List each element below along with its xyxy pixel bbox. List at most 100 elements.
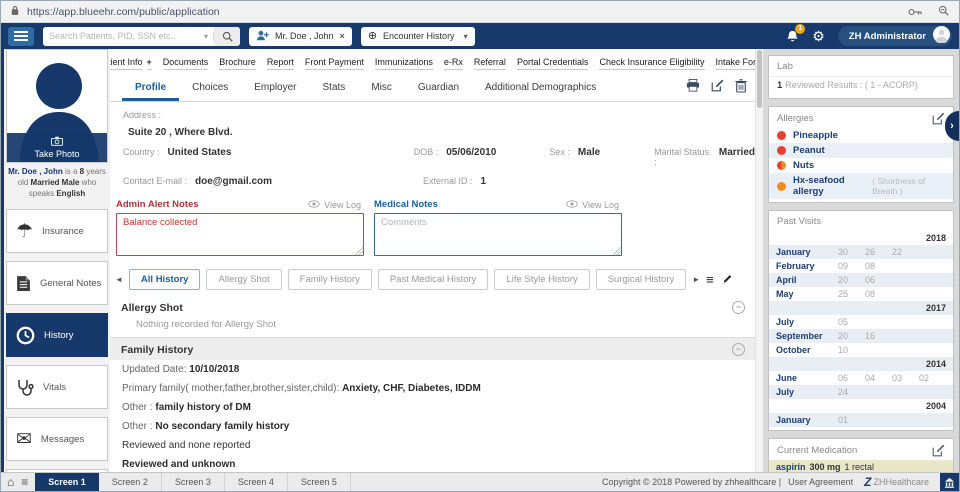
- screens-menu-icon[interactable]: ≡: [21, 475, 29, 489]
- visit-row[interactable]: September 20 16: [769, 329, 953, 343]
- family-history-updated: Updated Date: 10/10/2018: [122, 364, 240, 375]
- sidebar-item-general-notes[interactable]: General Notes: [6, 261, 108, 306]
- history-tab-all[interactable]: All History: [128, 269, 201, 290]
- scrollbar-thumb[interactable]: [757, 50, 762, 108]
- history-tab-allergy-shot[interactable]: Allergy Shot: [206, 269, 282, 290]
- nav-portal-credentials[interactable]: Portal Credentials: [516, 57, 589, 70]
- medication-item[interactable]: aspirin 300 mg 1 rectal: [769, 460, 953, 472]
- screen-tab-2[interactable]: Screen 2: [99, 473, 162, 491]
- demographics: Address : Suite 20 , Where Blvd. Country…: [110, 102, 755, 187]
- chevron-down-icon[interactable]: ▾: [199, 31, 215, 41]
- visit-row[interactable]: July 05: [776, 317, 849, 327]
- nav-check-insurance-eligibility[interactable]: Check Insurance Eligibility: [599, 57, 705, 70]
- dob-label: DOB :: [413, 147, 439, 157]
- visit-year: 2004: [925, 401, 946, 411]
- expand-sidebar-chevron[interactable]: ›: [945, 111, 959, 141]
- admin-alert-notes-textarea[interactable]: Balance collected: [116, 213, 364, 256]
- visit-row[interactable]: October 10: [776, 345, 849, 355]
- sidebar-item-label: Messages: [40, 433, 85, 445]
- sidebar-item-messages[interactable]: ✉ Messages: [6, 417, 108, 462]
- nav-intake-forms[interactable]: Intake Forms: [715, 57, 755, 70]
- address-value: Suite 20 , Where Blvd.: [128, 127, 233, 138]
- tab-misc[interactable]: Misc: [371, 82, 392, 93]
- sidebar-item-vitals[interactable]: Vitals: [6, 365, 108, 410]
- sidebar-item-insurance[interactable]: ☂ Insurance: [6, 209, 108, 254]
- edit-allergies-icon[interactable]: [932, 112, 945, 125]
- trash-icon[interactable]: [735, 78, 747, 98]
- screen-tab-3[interactable]: Screen 3: [162, 473, 225, 491]
- address-bar[interactable]: https://app.blueehr.com/public/applicati…: [27, 5, 220, 18]
- screen-tab-5[interactable]: Screen 5: [288, 473, 351, 491]
- envelope-icon: ✉: [16, 428, 32, 450]
- vertical-scrollbar[interactable]: [755, 49, 763, 472]
- nav-front-payment[interactable]: Front Payment: [304, 57, 364, 70]
- key-icon[interactable]: [908, 3, 922, 21]
- collapse-icon[interactable]: −: [732, 301, 745, 314]
- sidebar-item-partial[interactable]: [6, 469, 108, 472]
- medical-view-log-link[interactable]: View Log: [566, 200, 622, 210]
- admin-view-log-link[interactable]: View Log: [308, 200, 364, 210]
- footer-corner-button[interactable]: [940, 472, 959, 491]
- history-tab-life-style[interactable]: Life Style History: [494, 269, 590, 290]
- nav-documents[interactable]: Documents: [162, 57, 209, 70]
- history-tab-surgical[interactable]: Surgical History: [595, 269, 687, 290]
- tab-guardian[interactable]: Guardian: [417, 82, 460, 93]
- lab-reviewed-results[interactable]: 1 Reviewed Results : ( 1 - ACORP): [769, 76, 953, 98]
- sidebar-item-history[interactable]: History: [6, 313, 108, 358]
- zoom-out-icon[interactable]: [938, 3, 949, 21]
- visit-year: 2014: [769, 357, 953, 371]
- screen-tab-4[interactable]: Screen 4: [225, 473, 288, 491]
- gear-icon[interactable]: ⚙: [812, 28, 825, 44]
- tab-profile[interactable]: Profile: [122, 75, 180, 101]
- list-view-icon[interactable]: ≡: [706, 271, 714, 287]
- visit-row[interactable]: July 24: [769, 385, 953, 399]
- visit-row[interactable]: May 25 08: [776, 289, 876, 299]
- nav-patient-info[interactable]: Patient Info: [110, 57, 143, 70]
- tab-choices[interactable]: Choices: [192, 82, 229, 93]
- encounter-history-dropdown[interactable]: ⊕ Encounter History ▾: [360, 26, 475, 46]
- notifications-bell-icon[interactable]: 1: [786, 23, 806, 43]
- close-icon[interactable]: ×: [339, 31, 345, 41]
- scroll-right-icon[interactable]: ►: [692, 275, 701, 284]
- scroll-left-icon[interactable]: ◄: [115, 275, 123, 284]
- edit-medication-icon[interactable]: [932, 444, 945, 457]
- visit-row[interactable]: January 30 26 22: [769, 245, 953, 259]
- eye-icon: [308, 199, 320, 210]
- add-icon[interactable]: +: [146, 57, 152, 70]
- severity-dot-icon: [777, 131, 786, 140]
- visit-row[interactable]: February 09 08: [776, 261, 876, 271]
- home-icon[interactable]: ⌂: [7, 475, 15, 489]
- user-agreement-link[interactable]: User Agreement: [788, 477, 854, 487]
- history-tab-family[interactable]: Family History: [287, 269, 372, 290]
- user-menu[interactable]: ZH Administrator: [837, 26, 952, 46]
- visit-row[interactable]: April 20 06: [769, 273, 953, 287]
- nav-erx[interactable]: e-Rx: [443, 57, 463, 70]
- tab-stats[interactable]: Stats: [322, 82, 346, 93]
- edit-history-icon[interactable]: [720, 274, 732, 286]
- edit-icon[interactable]: [711, 79, 724, 97]
- patient-tab[interactable]: Mr. Doe , John ×: [249, 26, 352, 46]
- visit-row[interactable]: June 06 04 03 02: [776, 373, 930, 383]
- allergy-item: Peanut: [769, 143, 953, 158]
- search-button[interactable]: [214, 26, 241, 46]
- nav-referral[interactable]: Referral: [473, 57, 506, 70]
- screen-tab-1[interactable]: Screen 1: [35, 473, 99, 491]
- search-input[interactable]: [43, 26, 199, 46]
- plus-circle-icon: ⊕: [367, 30, 378, 42]
- take-photo-button[interactable]: Take Photo: [7, 133, 107, 162]
- allergies-panel: Allergies Pineapple Peanut Nuts Hx-seafo…: [768, 106, 954, 203]
- nav-brochure[interactable]: Brochure: [219, 57, 256, 70]
- nav-report[interactable]: Report: [266, 57, 294, 70]
- visit-row[interactable]: January 01: [769, 413, 953, 427]
- sidebar-item-label: History: [44, 329, 74, 341]
- collapse-icon[interactable]: −: [732, 343, 745, 356]
- browser-bar: https://app.blueehr.com/public/applicati…: [1, 1, 959, 23]
- allergy-item: Hx-seafood allergy( Shortness of Breath …: [769, 173, 953, 199]
- tab-employer[interactable]: Employer: [254, 82, 297, 93]
- history-tab-past-medical[interactable]: Past Medical History: [377, 269, 489, 290]
- medical-notes-textarea[interactable]: [374, 213, 622, 256]
- tab-additional-demographics[interactable]: Additional Demographics: [485, 82, 597, 93]
- print-icon[interactable]: [686, 79, 700, 97]
- nav-immunizations[interactable]: Immunizations: [374, 57, 433, 70]
- menu-icon[interactable]: [8, 26, 34, 46]
